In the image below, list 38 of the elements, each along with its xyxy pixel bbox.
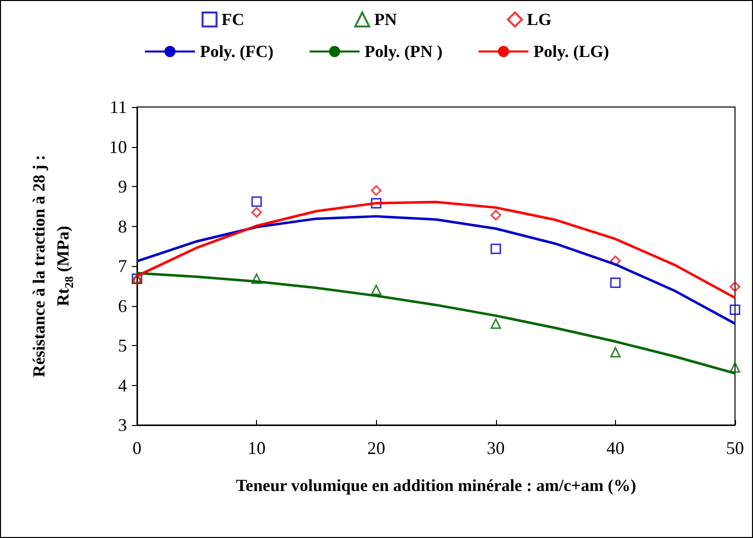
point (610, 277, 621, 288)
point (490, 318, 502, 329)
legend-label: PN (374, 10, 398, 29)
legend-label: FC (222, 10, 244, 29)
y-tick-label: 4 (118, 375, 127, 396)
x-tick-label: 10 (248, 438, 266, 458)
point (251, 273, 262, 284)
legend-label: Poly. (FC) (200, 42, 274, 61)
x-tick-label: 50 (726, 438, 744, 458)
x-axis-title: Teneur volumique en addition minérale : am/c+am (%) (236, 476, 636, 495)
x-tick-label: 0 (132, 438, 142, 458)
legend-label: LG (526, 10, 552, 29)
point (610, 347, 621, 358)
y-tick-label: 7 (118, 256, 127, 276)
y-tick-label: 3 (118, 415, 127, 435)
legend-label: Poly. (LG) (534, 42, 610, 61)
y-tick-label: 5 (118, 336, 127, 356)
point (370, 284, 382, 296)
point (370, 198, 382, 208)
point (730, 362, 740, 373)
point (730, 281, 740, 292)
y-tick-label: 11 (110, 97, 127, 117)
point (251, 196, 262, 207)
point (730, 304, 740, 315)
x-tick-label: 20 (367, 438, 386, 458)
y-tick-label: 8 (118, 216, 127, 236)
y-tick-label: 6 (118, 296, 127, 316)
line-series (136, 215, 736, 325)
point (490, 210, 502, 220)
y-tick-label: 9 (118, 176, 127, 196)
point (251, 207, 262, 218)
y-tick-label: 10 (109, 136, 127, 157)
point (610, 256, 621, 266)
x-tick-label: 30 (486, 438, 505, 458)
legend-label: Poly. (PN ) (364, 42, 443, 61)
x-tick-label: 40 (606, 438, 624, 458)
point (370, 185, 382, 196)
point (490, 244, 502, 254)
